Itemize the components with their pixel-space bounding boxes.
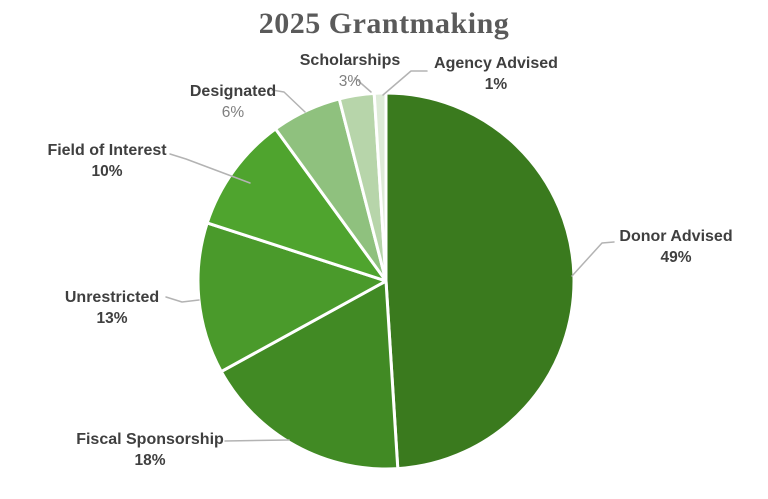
slice-label-text: Scholarships bbox=[299, 52, 401, 69]
slice-label-fiscal-sponsorship: Fiscal Sponsorship 18% bbox=[76, 429, 224, 471]
leader-line-field-of-interest bbox=[169, 153, 251, 184]
slice-value-text: 13% bbox=[96, 310, 128, 327]
leader-lines bbox=[165, 70, 615, 442]
slice-label-agency-advised: Agency Advised 1% bbox=[434, 53, 558, 95]
leader-line-fiscal-sponsorship bbox=[224, 439, 290, 442]
slice-label-text: Unrestricted bbox=[64, 289, 160, 306]
slice-label-designated: Designated 6% bbox=[190, 81, 276, 123]
slice-label-donor-advised: Donor Advised 49% bbox=[619, 226, 732, 268]
pie-slices bbox=[196, 91, 576, 471]
slice-value-text: 6% bbox=[221, 104, 245, 121]
leader-line-donor-advised bbox=[571, 241, 615, 277]
slice-label-text: Fiscal Sponsorship bbox=[76, 431, 224, 448]
slice-label-scholarships: Scholarships 3% bbox=[300, 50, 400, 92]
pie-slice-unrestricted bbox=[196, 221, 388, 374]
slice-label-text: Field of Interest bbox=[47, 142, 167, 159]
pie-slice-field-of-interest bbox=[205, 127, 388, 283]
slice-label-unrestricted: Unrestricted 13% bbox=[65, 287, 159, 329]
slice-label-text: Agency Advised bbox=[434, 55, 558, 72]
slice-value-text: 18% bbox=[134, 452, 166, 469]
pie-slice-donor-advised bbox=[384, 91, 576, 471]
leader-line-agency-advised bbox=[382, 70, 428, 96]
pie-slice-fiscal-sponsorship bbox=[219, 279, 400, 471]
leader-line-scholarships bbox=[354, 77, 372, 93]
slice-value-text: 10% bbox=[91, 163, 123, 180]
leader-line-designated bbox=[271, 89, 306, 113]
slice-label-field-of-interest: Field of Interest 10% bbox=[47, 140, 166, 182]
slice-value-text: 3% bbox=[338, 73, 362, 90]
chart-title: 2025 Grantmaking bbox=[258, 7, 510, 40]
leader-line-unrestricted bbox=[165, 296, 200, 303]
slice-value-text: 1% bbox=[484, 76, 508, 93]
slice-label-text: Donor Advised bbox=[619, 228, 733, 245]
slice-value-text: 49% bbox=[660, 249, 692, 266]
slice-label-text: Designated bbox=[189, 83, 277, 100]
